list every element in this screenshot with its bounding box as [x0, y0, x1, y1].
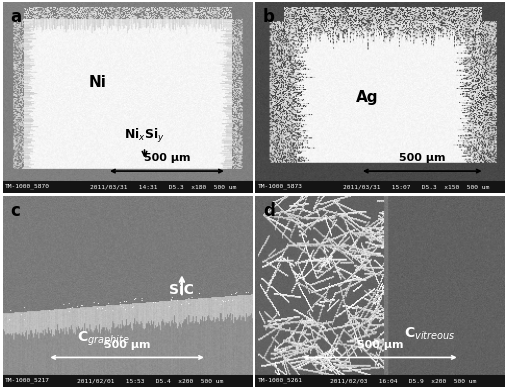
Text: 2011/02/01   15:53   D5.4  x200  500 um: 2011/02/01 15:53 D5.4 x200 500 um	[77, 378, 224, 383]
Text: 500 μm: 500 μm	[399, 153, 446, 163]
Text: TM-1000_5873: TM-1000_5873	[258, 184, 303, 189]
Text: d: d	[263, 202, 275, 220]
Text: Ag: Ag	[356, 90, 379, 105]
Text: 500 μm: 500 μm	[143, 153, 190, 163]
Text: 2011/03/31   14:31   D5.3  x180  500 um: 2011/03/31 14:31 D5.3 x180 500 um	[90, 184, 236, 189]
Text: TM-1000_5261: TM-1000_5261	[258, 378, 303, 383]
Text: 500 μm: 500 μm	[104, 340, 151, 350]
Text: TM-1000_5217: TM-1000_5217	[5, 378, 50, 383]
Text: b: b	[263, 8, 275, 26]
Text: a: a	[10, 8, 21, 26]
Text: c: c	[10, 202, 20, 220]
Text: 2011/02/03   16:04   D5.9  x200  500 um: 2011/02/03 16:04 D5.9 x200 500 um	[330, 378, 477, 383]
Text: SiC: SiC	[169, 283, 194, 297]
Text: 2011/03/31   15:07   D5.3  x150  500 um: 2011/03/31 15:07 D5.3 x150 500 um	[343, 184, 489, 189]
Text: C$_{graphite}$: C$_{graphite}$	[77, 330, 130, 349]
Text: Ni: Ni	[88, 75, 106, 90]
Text: TM-1000_5870: TM-1000_5870	[5, 184, 50, 189]
Text: 500 μm: 500 μm	[356, 340, 403, 350]
Text: C$_{vitreous}$: C$_{vitreous}$	[404, 325, 455, 342]
Text: Ni$_x$Si$_y$: Ni$_x$Si$_y$	[124, 127, 165, 145]
